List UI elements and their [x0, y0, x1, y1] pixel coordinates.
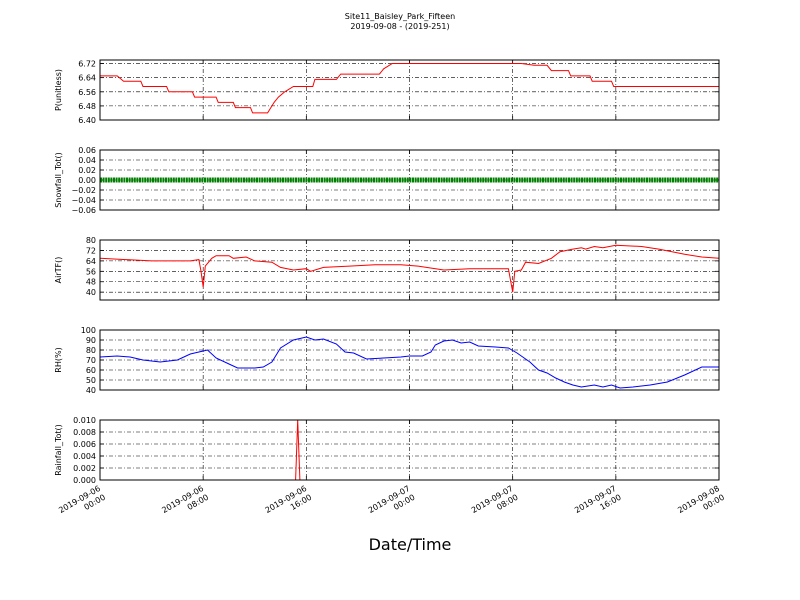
subplots: 6.406.486.566.646.72P(unitless)0.060.040… — [54, 59, 720, 485]
plot-frame — [99, 419, 720, 481]
y-tick-label: 6.56 — [78, 88, 96, 97]
y-tick-label: 60 — [86, 366, 96, 375]
x-tick-label: 2019-09-0600:00 — [57, 484, 107, 524]
x-tick-label: 2019-09-0800:00 — [676, 484, 726, 524]
plot-frame — [99, 239, 720, 301]
y-tick-label: 6.40 — [78, 116, 96, 125]
y-tick-label: 6.72 — [78, 60, 96, 69]
y-axis-label: P(unitless) — [54, 69, 63, 111]
y-tick-label: 6.48 — [78, 102, 96, 111]
y-tick-label: 90 — [86, 336, 96, 345]
x-tick-label: 2019-09-0616:00 — [264, 484, 314, 524]
y-tick-label: 48 — [86, 278, 96, 287]
chart-title-line-2: 2019-09-08 - (2019-251) — [350, 22, 449, 31]
x-tick-label: 2019-09-0716:00 — [573, 484, 623, 524]
series-line-2-0 — [99, 244, 720, 293]
y-tick-label: 40 — [86, 288, 96, 297]
y-tick-label: 0.008 — [73, 428, 96, 437]
series-line-3-0 — [99, 336, 719, 389]
y-tick-label: 0.002 — [73, 464, 96, 473]
subplot-1: 0.060.040.020.00−0.02−0.04−0.06 Snowfall_… — [54, 146, 720, 215]
y-tick-label: 80 — [86, 236, 96, 245]
x-tick-label: 2019-09-0708:00 — [470, 484, 520, 524]
y-tick-label: 0.000 — [73, 476, 96, 485]
plot-frame — [99, 59, 720, 121]
y-axis-label: AirTF() — [54, 257, 63, 284]
x-tick-label: 2019-09-0608:00 — [160, 484, 210, 524]
y-tick-label: 50 — [86, 376, 96, 385]
y-tick-label: 0.004 — [73, 452, 96, 461]
y-tick-label: 0.006 — [73, 440, 96, 449]
y-tick-label: 0.00 — [78, 176, 96, 185]
y-tick-label: −0.04 — [71, 196, 96, 205]
subplot-0: 6.40 6.48 6.56 6.64 6.72 P(unitless) — [54, 59, 720, 125]
chart-title-line-1: Site11_Baisley_Park_Fifteen — [345, 12, 455, 21]
y-tick-label: 40 — [86, 386, 96, 395]
y-tick-label: 0.04 — [78, 156, 96, 165]
y-tick-label: 0.06 — [78, 146, 96, 155]
y-tick-label: 0.02 — [78, 166, 96, 175]
y-tick-label: 0.010 — [73, 416, 96, 425]
subplot-4: 0.010 0.008 0.006 0.004 0.002 0.000 Rainfall_T… — [54, 416, 720, 485]
plot-frame — [99, 329, 720, 391]
y-tick-label: 56 — [86, 267, 96, 276]
plot-frame — [99, 149, 720, 211]
x-axis-label: Date/Time — [369, 535, 452, 554]
series-line-0-0 — [100, 63, 719, 114]
y-axis-label: Snowfall_Tot() — [54, 152, 63, 208]
y-axis-label: Rainfall_Tot() — [54, 424, 63, 476]
x-tick-label: 2019-09-0700:00 — [367, 484, 417, 524]
y-tick-label: −0.02 — [71, 186, 96, 195]
y-tick-label: −0.06 — [71, 206, 96, 215]
y-tick-label: 6.64 — [78, 74, 96, 83]
y-tick-label: 80 — [86, 346, 96, 355]
y-tick-label: 100 — [81, 326, 96, 335]
y-tick-label: 64 — [86, 257, 96, 266]
y-tick-label: 70 — [86, 356, 96, 365]
y-tick-label: 72 — [86, 246, 96, 255]
y-axis-label: RH(%) — [54, 347, 63, 372]
x-axis-tick-labels: 2019-09-0600:00 2019-09-0608:00 2019-09-06… — [57, 484, 726, 524]
